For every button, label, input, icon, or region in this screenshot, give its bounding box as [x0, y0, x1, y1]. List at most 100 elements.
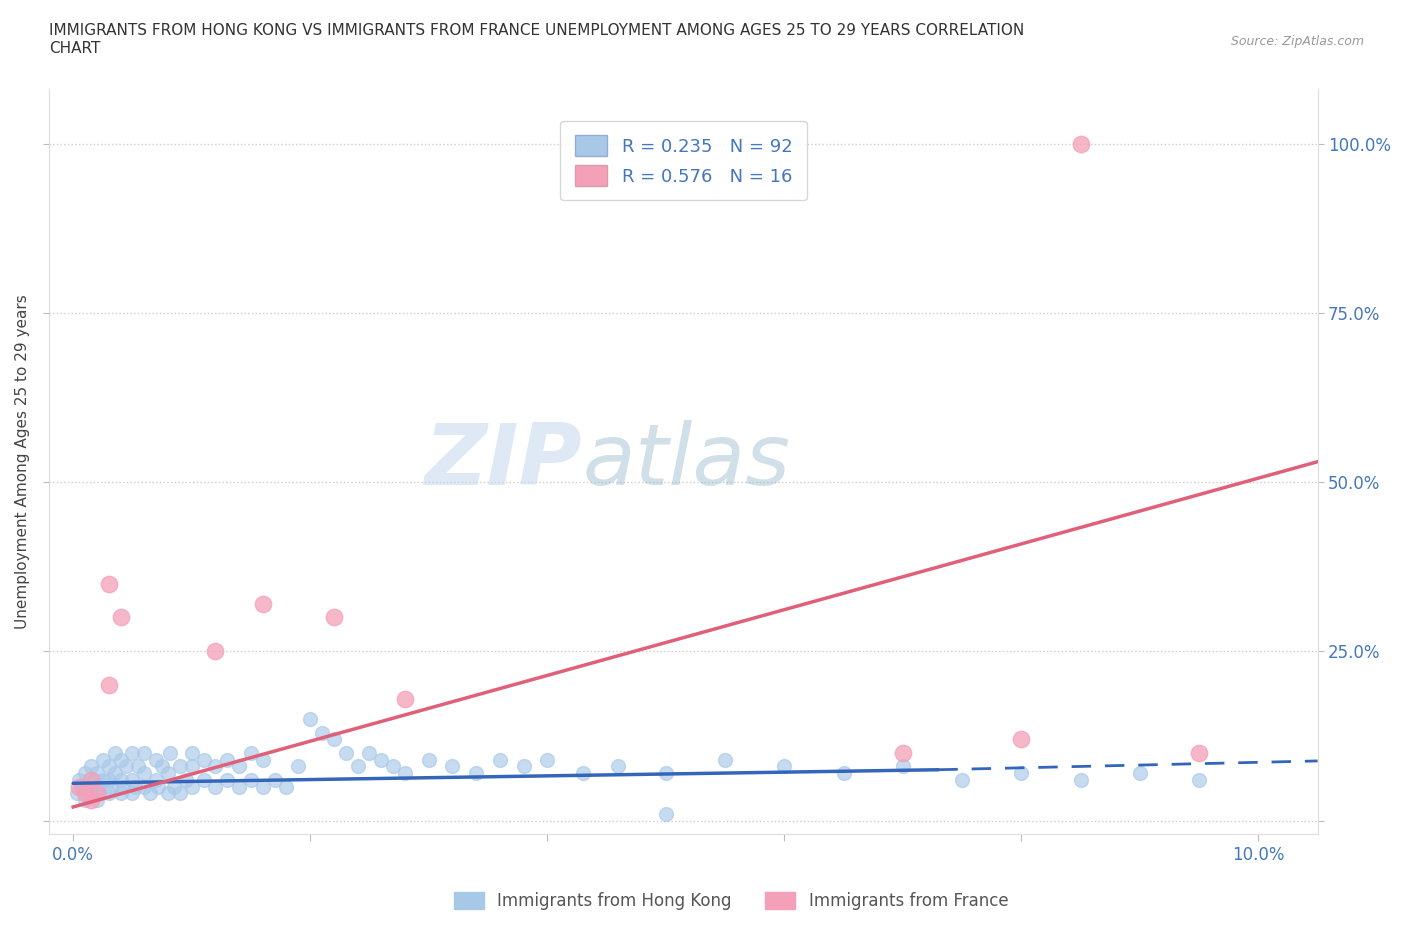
Point [80, 786, 103, 801]
Point [322, 732, 344, 747]
Point [156, 786, 179, 801]
Point [76, 779, 98, 794]
Point [121, 745, 143, 760]
Point [67, 773, 90, 788]
Point [73, 765, 96, 780]
Point [1010, 732, 1032, 747]
Point [311, 725, 333, 740]
Text: atlas: atlas [582, 420, 790, 503]
Point [418, 752, 440, 767]
Point [180, 779, 202, 794]
Point [180, 745, 202, 760]
Point [110, 610, 132, 625]
Point [97, 759, 120, 774]
Point [70, 779, 93, 794]
Point [359, 745, 381, 760]
Point [110, 752, 132, 767]
Point [83, 773, 105, 788]
Point [180, 759, 202, 774]
Point [115, 759, 138, 774]
Point [1070, 773, 1092, 788]
Point [134, 779, 156, 794]
Point [169, 786, 191, 801]
Point [512, 759, 534, 774]
Point [891, 745, 914, 760]
Point [252, 596, 274, 611]
Point [104, 765, 127, 780]
Point [263, 773, 285, 788]
Point [204, 644, 226, 658]
Point [91, 752, 114, 767]
Point [193, 752, 215, 767]
Point [148, 779, 170, 794]
Point [832, 765, 855, 780]
Point [73, 792, 96, 807]
Point [86, 765, 108, 780]
Point [139, 786, 162, 801]
Point [163, 779, 186, 794]
Point [80, 792, 103, 807]
Point [228, 759, 250, 774]
Point [121, 786, 143, 801]
Point [110, 773, 132, 788]
Point [217, 773, 239, 788]
Point [228, 779, 250, 794]
Point [104, 745, 127, 760]
Point [67, 779, 90, 794]
Point [80, 773, 103, 788]
Point [134, 765, 156, 780]
Point [394, 765, 416, 780]
Point [394, 691, 416, 706]
Point [252, 779, 274, 794]
Point [1010, 765, 1032, 780]
Legend: R = 0.235   N = 92, R = 0.576   N = 16: R = 0.235 N = 92, R = 0.576 N = 16 [560, 121, 807, 200]
Point [193, 773, 215, 788]
Point [97, 773, 120, 788]
Point [159, 745, 181, 760]
Point [1188, 745, 1211, 760]
Point [322, 610, 344, 625]
Point [86, 786, 108, 801]
Point [571, 765, 593, 780]
Point [654, 765, 676, 780]
Point [465, 765, 488, 780]
Point [124, 779, 146, 794]
Point [276, 779, 298, 794]
Point [73, 786, 96, 801]
Point [134, 745, 156, 760]
Point [121, 773, 143, 788]
Point [239, 745, 262, 760]
Point [86, 792, 108, 807]
Point [1129, 765, 1152, 780]
Point [97, 678, 120, 693]
Point [299, 711, 322, 726]
Point [488, 752, 510, 767]
Point [370, 752, 392, 767]
Point [97, 576, 120, 591]
Point [714, 752, 737, 767]
Point [607, 759, 630, 774]
Point [1188, 773, 1211, 788]
Point [80, 759, 103, 774]
Point [950, 773, 973, 788]
Point [382, 759, 405, 774]
Point [89, 786, 111, 801]
Point [174, 773, 197, 788]
Legend: Immigrants from Hong Kong, Immigrants from France: Immigrants from Hong Kong, Immigrants fr… [447, 885, 1015, 917]
Point [204, 759, 226, 774]
Point [145, 752, 167, 767]
Point [335, 745, 357, 760]
Point [150, 759, 173, 774]
Point [1070, 136, 1092, 151]
Point [127, 759, 149, 774]
Point [66, 786, 89, 801]
Point [111, 779, 134, 794]
Point [252, 752, 274, 767]
Point [86, 779, 108, 794]
Point [239, 773, 262, 788]
Point [287, 759, 309, 774]
Text: Source: ZipAtlas.com: Source: ZipAtlas.com [1230, 35, 1364, 48]
Point [217, 752, 239, 767]
Point [156, 765, 179, 780]
Point [204, 779, 226, 794]
